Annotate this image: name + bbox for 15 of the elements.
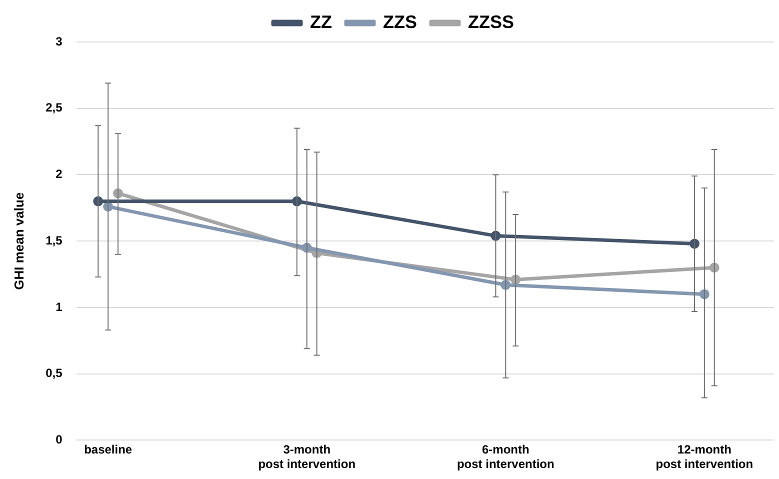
y-tick-label: 0 (56, 432, 63, 447)
legend-label: ZZ (310, 12, 332, 32)
x-tick-label: 6-month post intervention (456, 442, 554, 472)
x-tick-label: 12-month post intervention (656, 442, 754, 472)
y-tick-label: 0,5 (46, 366, 63, 380)
y-tick-label: 2 (56, 167, 63, 182)
legend-label: ZZSS (468, 12, 514, 32)
y-tick-label: 1,5 (46, 233, 63, 248)
x-tick-label: baseline (84, 442, 132, 457)
y-tick-label: 3 (56, 34, 63, 48)
legend-label: ZZS (382, 12, 417, 32)
x-tick-label: 3-month post intervention (258, 442, 356, 472)
y-axis-title: GHI mean value (11, 192, 26, 290)
y-tick-label: 2,5 (46, 100, 63, 115)
y-tick-label: 1 (56, 300, 63, 314)
